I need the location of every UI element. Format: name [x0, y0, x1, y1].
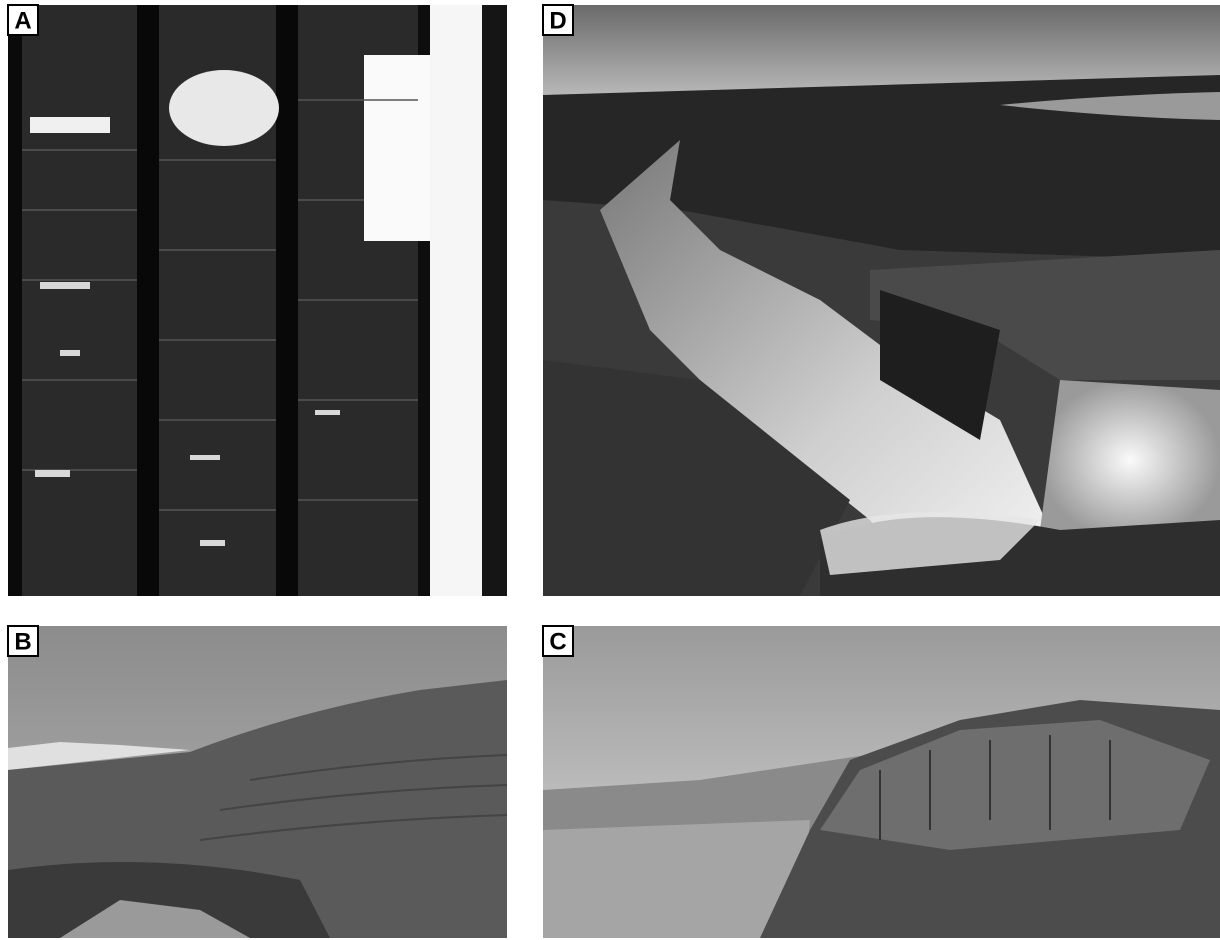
label-b: B	[8, 626, 38, 656]
panel-label: B	[14, 629, 31, 656]
label-a: A	[8, 5, 38, 35]
page: A D B C (() => { const data = JSON.parse…	[0, 0, 1220, 940]
panel-label: A	[14, 8, 31, 35]
panel-c	[543, 626, 1220, 938]
label-d: D	[543, 5, 573, 35]
panel-a	[8, 5, 507, 596]
panel-d	[543, 5, 1220, 596]
figure: A D B C	[0, 0, 1220, 940]
panel-label: C	[549, 629, 566, 656]
panel-b	[8, 626, 507, 938]
panel-label: D	[549, 8, 566, 35]
label-c: C	[543, 626, 573, 656]
